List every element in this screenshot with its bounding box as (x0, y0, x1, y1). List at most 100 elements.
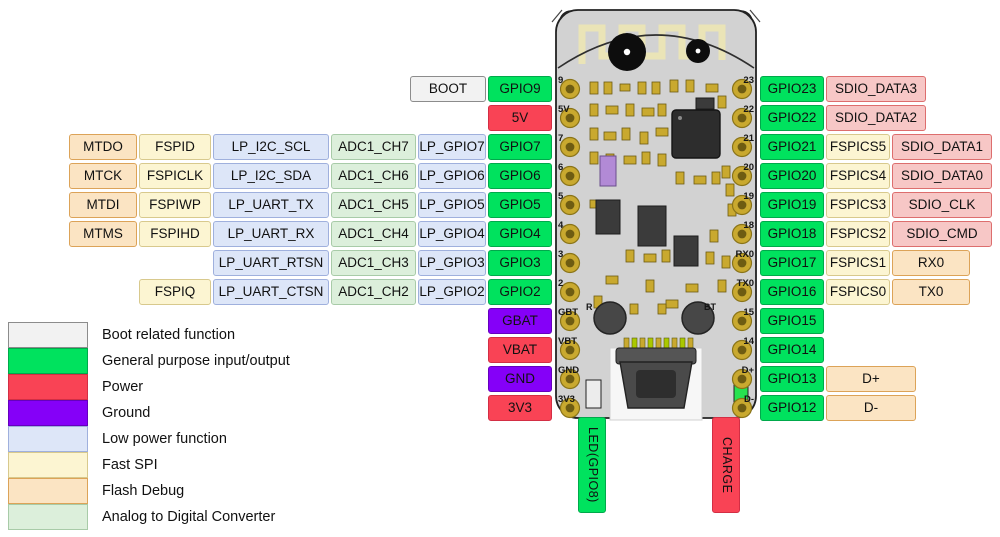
smd-pad (721, 255, 731, 269)
pad-hole (565, 113, 575, 123)
right-pin-row-8: GPIO15 (760, 308, 824, 334)
pin-label-gpio18: GPIO18 (760, 221, 824, 247)
pin-label-gpio12: GPIO12 (760, 395, 824, 421)
pin-label-gnd: GND (488, 366, 552, 392)
reset-button[interactable] (593, 301, 627, 335)
smd-pad (605, 275, 619, 285)
legend-label: Power (102, 379, 144, 395)
silkscreen-left-3v3: 3V3 (558, 394, 575, 405)
pad-hole (737, 113, 747, 123)
pin-label-gpio9: GPIO9 (488, 76, 552, 102)
pin-label-lp-gpio6: LP_GPIO6 (418, 163, 486, 189)
smd-pad (717, 279, 727, 293)
pad-hole (737, 229, 747, 239)
pin-label-gpio16: GPIO16 (760, 279, 824, 305)
smd-pad (685, 283, 699, 293)
pin-label-fspihd: FSPIHD (139, 221, 211, 247)
pin-label-sdio-data3: SDIO_DATA3 (826, 76, 926, 102)
right-pin-row-3: GPIO20 FSPICS4 SDIO_DATA0 (760, 163, 992, 189)
left-pin-row-3: MTCK FSPICLK LP_I2C_SDA ADC1_CH6 LP_GPIO6 GPI… (0, 163, 552, 189)
leader-tick-right (749, 9, 761, 23)
pin-label-adc1-ch7: ADC1_CH7 (331, 134, 416, 160)
smd-pad (717, 95, 727, 109)
smd-pad (619, 83, 631, 92)
silkscreen-left-2: 2 (558, 278, 563, 289)
legend-swatch-fastspi (8, 452, 88, 478)
right-pin-row-10: GPIO13 D+ (760, 366, 916, 392)
pad-hole (565, 403, 575, 413)
pin-label-rx0: RX0 (892, 250, 970, 276)
legend-swatch-flashdebug (8, 478, 88, 504)
usb-contact (687, 337, 694, 350)
pin-label-sdio-data0: SDIO_DATA0 (892, 163, 992, 189)
legend-swatch-adc (8, 504, 88, 530)
silkscreen-right-23: 23 (743, 75, 754, 86)
pin-label-gpio7: GPIO7 (488, 134, 552, 160)
smd-pad (705, 83, 719, 93)
left-pin-row-10: GND (0, 366, 552, 392)
pin-label-adc1-ch3: ADC1_CH3 (331, 250, 416, 276)
left-pin-row-8: GBAT (0, 308, 552, 334)
pin-label-gpio5: GPIO5 (488, 192, 552, 218)
usb-contact (631, 337, 638, 350)
smd-pad (705, 251, 715, 265)
pin-label-5v: 5V (488, 105, 552, 131)
pin-pads-left[interactable] (559, 78, 581, 419)
pin-label-gpio22: GPIO22 (760, 105, 824, 131)
smd-pad (641, 107, 655, 117)
smd-pad (643, 253, 657, 263)
pin-pads-right[interactable] (731, 78, 753, 419)
silkscreen-left-3: 3 (558, 249, 563, 260)
pin-label-lp-gpio2: LP_GPIO2 (418, 279, 486, 305)
smd-pad (657, 103, 667, 117)
left-pin-row-0: BOOT GPIO9 (0, 76, 552, 102)
status-led (585, 379, 602, 409)
pin-label-lp-gpio7: LP_GPIO7 (418, 134, 486, 160)
silkscreen-right-14: 14 (743, 336, 754, 347)
right-pin-row-2: GPIO21 FSPICS5 SDIO_DATA1 (760, 134, 992, 160)
pin-label-d+: D+ (826, 366, 916, 392)
pin-label-fspics1: FSPICS1 (826, 250, 890, 276)
silkscreen-right-21: 21 (743, 133, 754, 144)
pad-hole (565, 171, 575, 181)
boot-button[interactable] (681, 301, 715, 335)
pin-label-gpio3: GPIO3 (488, 250, 552, 276)
legend-label: Fast SPI (102, 457, 158, 473)
smd-pad (623, 155, 637, 165)
pad-hole (737, 258, 747, 268)
legend-label: Ground (102, 405, 151, 421)
silkscreen-left-5v: 5V (558, 104, 570, 115)
main-chip (671, 109, 721, 159)
pin-label-gpio15: GPIO15 (760, 308, 824, 334)
boot-button-silkscreen: BT (704, 302, 716, 312)
pin-label-sdio-clk: SDIO_CLK (892, 192, 992, 218)
usb-contact (671, 337, 678, 350)
pad-hole (565, 142, 575, 152)
right-pin-row-6: GPIO17 FSPICS1 RX0 (760, 250, 970, 276)
smd-pad (625, 249, 635, 263)
pad-hole (737, 142, 747, 152)
pin-label-d-: D- (826, 395, 916, 421)
legend-label: Boot related function (102, 327, 236, 343)
left-pin-row-2: MTDO FSPID LP_I2C_SCL ADC1_CH7 LP_GPIO7 GPIO7 (0, 134, 552, 160)
reset-button-silkscreen: R (586, 302, 593, 312)
right-pin-row-11: GPIO12 D- (760, 395, 916, 421)
silkscreen-right-d+: D+ (742, 365, 755, 376)
smd-pad (657, 303, 667, 315)
pin-label-adc1-ch6: ADC1_CH6 (331, 163, 416, 189)
legend-item-general-purpose-input-output: General purpose input/output (8, 348, 290, 374)
pad-hole (565, 287, 575, 297)
pin-label-adc1-ch4: ADC1_CH4 (331, 221, 416, 247)
smd-pad (651, 81, 661, 95)
pin-label-gpio17: GPIO17 (760, 250, 824, 276)
pin-label-gpio13: GPIO13 (760, 366, 824, 392)
pad-hole (565, 374, 575, 384)
smd-pad (589, 81, 599, 95)
pin-label-gpio14: GPIO14 (760, 337, 824, 363)
legend-swatch-power (8, 374, 88, 400)
legend-item-analog-to-digital-converter: Analog to Digital Converter (8, 504, 275, 530)
usb-opening (636, 370, 676, 398)
leader-tick-left (551, 9, 563, 23)
legend-label: Flash Debug (102, 483, 185, 499)
